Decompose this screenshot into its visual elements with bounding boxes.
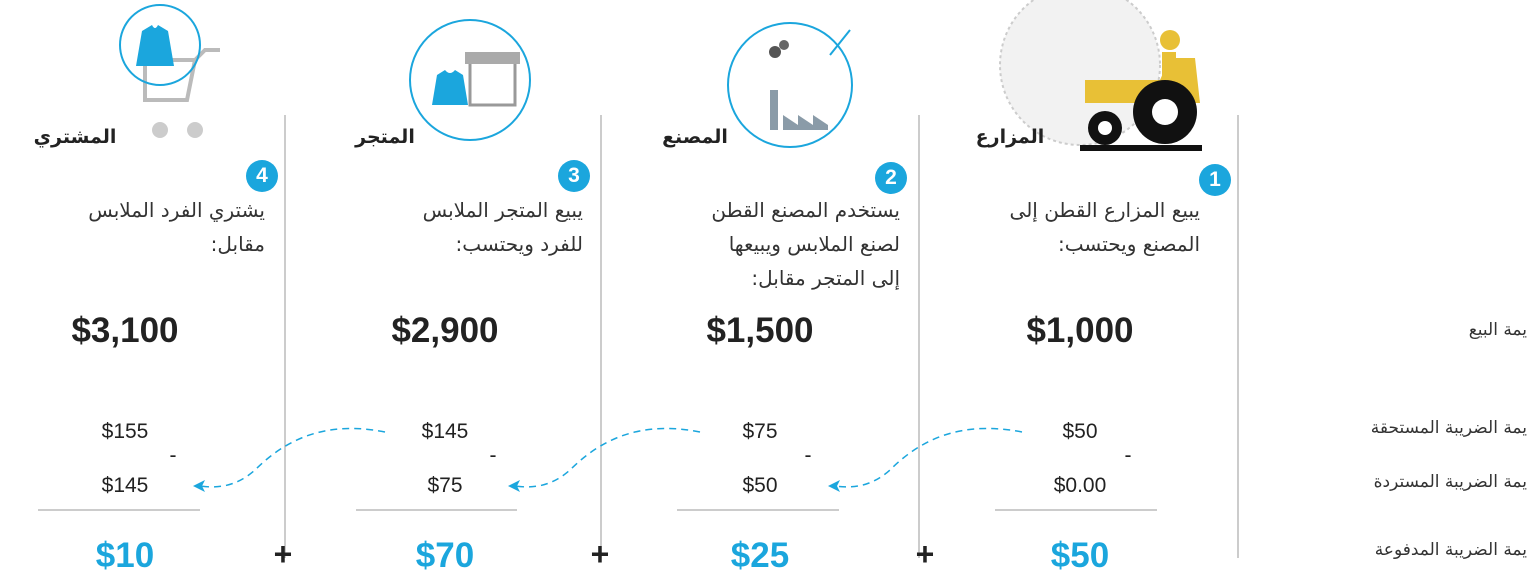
row-label: يمة البيع	[1468, 320, 1527, 340]
stage-description: يبيع المتجر الملابس	[422, 198, 583, 222]
tax-refunded: $75	[427, 474, 463, 497]
stage-description: يستخدم المصنع القطن	[711, 198, 900, 222]
badge-number: 3	[568, 164, 580, 187]
stage-name: المزارع	[975, 126, 1045, 148]
badge	[558, 160, 590, 192]
badge	[246, 160, 278, 192]
tax-refunded: $145	[101, 474, 149, 497]
arrow	[514, 427, 701, 488]
minus-sign: -	[489, 444, 497, 467]
badge	[875, 162, 907, 194]
sale-value: $3,100	[71, 311, 179, 350]
tax-paid: $70	[415, 536, 475, 575]
stage-name: المشتري	[33, 126, 117, 148]
tax-due: $145	[421, 420, 469, 443]
farmer-icon	[999, 0, 1202, 151]
badge-number: 1	[1209, 168, 1221, 191]
dividers	[284, 115, 1239, 558]
stage-description: المصنع ويحتسب:	[1058, 232, 1200, 256]
stage-name: المصنع	[662, 126, 728, 148]
sale-value: $2,900	[391, 311, 499, 350]
cart-icon	[119, 4, 220, 138]
arrowhead	[508, 480, 520, 492]
tax-refunded: $50	[742, 474, 778, 497]
badge-number: 2	[885, 166, 897, 189]
tax-due: $155	[101, 420, 149, 443]
plus-sign: +	[273, 536, 293, 572]
arrowheads	[193, 480, 840, 492]
tax-paid: $25	[730, 536, 790, 575]
row-label: يمة الضريبة المستردة	[1373, 472, 1527, 492]
plus-sign: +	[590, 536, 610, 572]
stage-description: لصنع الملابس ويبيعها	[728, 232, 900, 256]
tax-due: $75	[742, 420, 778, 443]
arrowhead	[828, 480, 840, 492]
badge-number: 4	[256, 164, 268, 187]
tax-paid: $10	[95, 536, 155, 575]
minus-sign: -	[169, 444, 177, 467]
sale-value: $1,000	[1026, 311, 1134, 350]
plus-sign: +	[915, 536, 935, 572]
sale-value: $1,500	[706, 311, 814, 350]
arrowhead	[193, 480, 205, 492]
arrows	[199, 427, 1023, 488]
stage-description: يبيع المزارع القطن إلى	[1009, 198, 1200, 222]
badges	[246, 160, 1231, 196]
arrow	[834, 427, 1023, 488]
row-label: يمة الضريبة المدفوعة	[1374, 540, 1527, 560]
stage-name: المتجر	[355, 126, 415, 148]
store-icon	[409, 19, 531, 141]
stage-description: للفرد ويحتسب:	[455, 232, 583, 256]
tax-due: $50	[1062, 420, 1098, 443]
stage-description: يشتري الفرد الملابس	[88, 198, 265, 222]
tax-refunded: $0.00	[1053, 474, 1107, 497]
stage-description: إلى المتجر مقابل:	[751, 266, 900, 290]
minus-sign: -	[804, 444, 812, 467]
stage-description: مقابل:	[210, 232, 265, 256]
minus-sign: -	[1124, 444, 1132, 467]
badge	[1199, 164, 1231, 196]
row-label: يمة الضريبة المستحقة	[1370, 418, 1527, 438]
arrow	[199, 427, 386, 488]
tax-paid: $50	[1050, 536, 1110, 575]
factory-icon	[727, 22, 853, 148]
